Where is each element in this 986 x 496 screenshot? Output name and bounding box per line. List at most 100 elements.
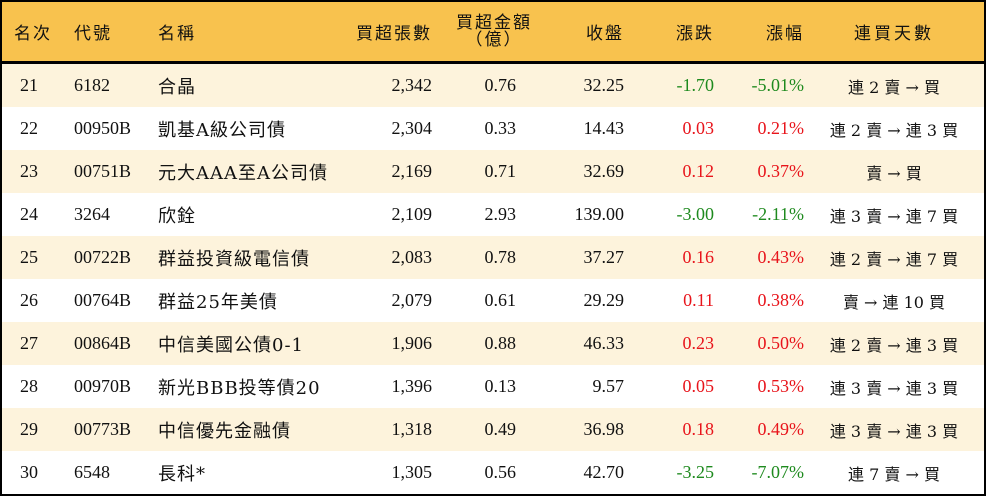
table-row: 28 00970B 新光BBB投等債20 1,396 0.13 9.57 0.0… bbox=[2, 365, 984, 408]
cell-streak: 連 2 賣 → 買 bbox=[848, 77, 940, 97]
cell-change-pct: -7.07% bbox=[751, 462, 805, 482]
cell-rank: 27 bbox=[20, 333, 38, 353]
cell-change-pct: 0.53% bbox=[757, 376, 805, 396]
cell-buy-lots: 2,109 bbox=[391, 204, 433, 224]
cell-close: 139.00 bbox=[574, 204, 625, 224]
cell-name: 群益投資級電信債 bbox=[158, 248, 310, 270]
cell-name: 中信優先金融債 bbox=[158, 420, 291, 442]
cell-close: 32.69 bbox=[583, 161, 625, 181]
cell-close: 14.43 bbox=[583, 118, 625, 138]
cell-rank: 29 bbox=[20, 419, 38, 439]
cell-change: 0.12 bbox=[682, 161, 715, 181]
cell-change-pct: 0.21% bbox=[757, 118, 805, 138]
header-change: 漲跌 bbox=[676, 24, 714, 44]
cell-rank: 25 bbox=[20, 247, 38, 267]
cell-change-pct: -2.11% bbox=[752, 204, 804, 224]
cell-rank: 30 bbox=[20, 462, 38, 482]
cell-name: 群益25年美債 bbox=[158, 291, 278, 313]
cell-buy-lots: 2,079 bbox=[391, 290, 433, 310]
header-buy-amount-line2: （億） bbox=[465, 29, 523, 50]
header-buy-lots: 買超張數 bbox=[356, 24, 432, 44]
cell-name: 新光BBB投等債20 bbox=[158, 377, 321, 399]
cell-close: 42.70 bbox=[583, 462, 625, 482]
cell-code: 00864B bbox=[74, 333, 132, 353]
cell-code: 3264 bbox=[74, 204, 110, 224]
table-row: 26 00764B 群益25年美債 2,079 0.61 29.29 0.11 … bbox=[2, 279, 984, 322]
cell-code: 00764B bbox=[74, 290, 132, 310]
cell-change-pct: 0.38% bbox=[757, 290, 805, 310]
cell-buy-lots: 1,906 bbox=[391, 333, 433, 353]
cell-buy-lots: 2,342 bbox=[391, 75, 433, 95]
cell-name: 欣銓 bbox=[158, 205, 196, 227]
cell-change-pct: 0.49% bbox=[757, 419, 805, 439]
cell-streak: 連 7 賣 → 買 bbox=[848, 464, 940, 484]
cell-code: 00722B bbox=[74, 247, 132, 267]
cell-change: 0.03 bbox=[682, 118, 715, 138]
cell-code: 00970B bbox=[74, 376, 132, 396]
cell-rank: 28 bbox=[20, 376, 38, 396]
cell-buy-lots: 1,318 bbox=[391, 419, 433, 439]
cell-change: -3.25 bbox=[676, 462, 715, 482]
cell-change: 0.16 bbox=[682, 247, 715, 267]
cell-buy-amount: 0.33 bbox=[484, 118, 517, 138]
cell-code: 6548 bbox=[74, 462, 110, 482]
cell-name: 長科* bbox=[158, 463, 206, 485]
cell-streak: 賣 → 連 10 買 bbox=[842, 292, 946, 312]
cell-buy-lots: 1,305 bbox=[391, 462, 433, 482]
cell-buy-lots: 2,169 bbox=[391, 161, 433, 181]
cell-name: 凱基A級公司債 bbox=[158, 119, 286, 141]
cell-buy-lots: 2,083 bbox=[391, 247, 433, 267]
cell-close: 46.33 bbox=[583, 333, 625, 353]
cell-close: 37.27 bbox=[583, 247, 625, 267]
cell-streak: 連 2 賣 → 連 7 買 bbox=[829, 249, 959, 269]
header-rank: 名次 bbox=[14, 24, 52, 44]
cell-change: 0.11 bbox=[683, 290, 714, 310]
cell-change-pct: 0.50% bbox=[757, 333, 805, 353]
cell-buy-amount: 0.13 bbox=[484, 376, 517, 396]
table-header: 名次 代號 名稱 買超張數 買超金額 （億） 收盤 漲跌 漲幅 連買天數 bbox=[2, 2, 984, 64]
cell-buy-amount: 0.61 bbox=[484, 290, 517, 310]
cell-buy-amount: 0.56 bbox=[484, 462, 517, 482]
table-row: 25 00722B 群益投資級電信債 2,083 0.78 37.27 0.16… bbox=[2, 236, 984, 279]
cell-code: 00950B bbox=[74, 118, 132, 138]
cell-change: -3.00 bbox=[676, 204, 715, 224]
cell-streak: 連 3 賣 → 連 3 買 bbox=[829, 421, 959, 441]
table-row: 23 00751B 元大AAA至A公司債 2,169 0.71 32.69 0.… bbox=[2, 150, 984, 193]
cell-rank: 24 bbox=[20, 204, 38, 224]
cell-name: 元大AAA至A公司債 bbox=[158, 162, 328, 184]
table-row: 30 6548 長科* 1,305 0.56 42.70 -3.25 -7.07… bbox=[2, 451, 984, 494]
cell-buy-amount: 0.71 bbox=[484, 161, 517, 181]
cell-buy-amount: 0.49 bbox=[484, 419, 517, 439]
cell-buy-lots: 2,304 bbox=[391, 118, 433, 138]
cell-change: 0.18 bbox=[682, 419, 715, 439]
cell-name: 合晶 bbox=[158, 76, 196, 98]
cell-close: 36.98 bbox=[583, 419, 625, 439]
cell-streak: 連 3 賣 → 連 7 買 bbox=[829, 206, 959, 226]
header-streak: 連買天數 bbox=[854, 24, 934, 44]
header-name: 名稱 bbox=[158, 24, 196, 44]
cell-close: 29.29 bbox=[583, 290, 625, 310]
table-row: 22 00950B 凱基A級公司債 2,304 0.33 14.43 0.03 … bbox=[2, 107, 984, 150]
cell-change: 0.05 bbox=[682, 376, 715, 396]
cell-rank: 23 bbox=[20, 161, 38, 181]
cell-streak: 連 2 賣 → 連 3 買 bbox=[829, 120, 959, 140]
header-buy-amount: 買超金額 （億） bbox=[456, 14, 532, 50]
cell-streak: 連 3 賣 → 連 3 買 bbox=[829, 378, 959, 398]
cell-change-pct: -5.01% bbox=[751, 75, 805, 95]
cell-change-pct: 0.43% bbox=[757, 247, 805, 267]
cell-change: 0.23 bbox=[682, 333, 715, 353]
cell-name: 中信美國公債0-1 bbox=[158, 334, 304, 356]
cell-rank: 26 bbox=[20, 290, 38, 310]
cell-change: -1.70 bbox=[676, 75, 715, 95]
cell-streak: 賣 → 買 bbox=[866, 163, 922, 183]
table-row: 27 00864B 中信美國公債0-1 1,906 0.88 46.33 0.2… bbox=[2, 322, 984, 365]
cell-buy-amount: 0.78 bbox=[484, 247, 517, 267]
cell-rank: 21 bbox=[20, 75, 38, 95]
cell-code: 00751B bbox=[74, 161, 132, 181]
cell-rank: 22 bbox=[20, 118, 38, 138]
header-change-pct: 漲幅 bbox=[766, 24, 804, 44]
cell-code: 00773B bbox=[74, 419, 132, 439]
cell-buy-amount: 0.76 bbox=[484, 75, 517, 95]
